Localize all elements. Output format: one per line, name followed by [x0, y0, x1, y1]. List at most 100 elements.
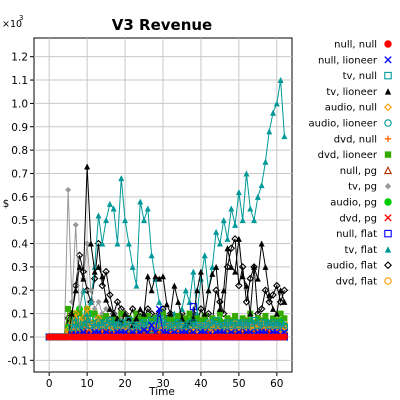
legend-item: dvd, lioneer [318, 150, 392, 161]
legend-marker [384, 71, 392, 80]
data-point [103, 312, 110, 319]
data-point [75, 326, 84, 334]
data-point [224, 315, 231, 322]
y-tick-label: 0.8 [11, 145, 28, 157]
data-point [220, 217, 227, 224]
data-point [238, 263, 247, 271]
y-tick-label: 1.2 [11, 52, 28, 64]
data-point [136, 321, 144, 329]
legend-item: null, null [334, 40, 392, 51]
legend-marker [383, 165, 393, 175]
legend-label: tv, lioneer [326, 87, 378, 98]
data-point [84, 240, 91, 247]
data-point [243, 282, 250, 289]
data-point [137, 315, 144, 322]
legend-label: tv, null [343, 71, 377, 82]
data-point [125, 240, 132, 247]
data-point [223, 319, 232, 327]
data-point [209, 270, 216, 277]
chart-title: V3 Revenue [112, 16, 212, 34]
data-point [228, 263, 235, 270]
data-point [254, 315, 261, 322]
data-point [68, 319, 76, 327]
x-tick-label: 0 [46, 378, 53, 390]
data-point [227, 321, 235, 329]
data-point [251, 263, 258, 270]
legend-marker [384, 40, 392, 48]
data-point [76, 310, 83, 317]
data-point [155, 314, 163, 322]
legend-item: audio, lioneer [309, 119, 392, 130]
legend-item: audio, flat [327, 261, 392, 272]
data-point [235, 235, 242, 242]
data-point [83, 314, 91, 322]
data-point [113, 298, 122, 306]
data-point [175, 298, 182, 305]
legend-marker [384, 56, 392, 64]
data-point [266, 291, 273, 298]
data-point [160, 273, 166, 280]
data-point [228, 317, 235, 324]
data-point [273, 310, 280, 317]
data-point [228, 205, 235, 212]
data-point [232, 312, 239, 319]
y-scale-factor: ×10 [2, 19, 22, 30]
data-point [246, 319, 254, 327]
data-point [129, 317, 136, 324]
data-point [106, 200, 113, 207]
data-point [270, 305, 277, 312]
data-point [250, 321, 258, 330]
data-point [140, 319, 148, 327]
y-tick-label: 0.2 [11, 285, 28, 297]
data-point [269, 319, 277, 327]
data-point [94, 314, 103, 323]
data-point [216, 305, 223, 312]
data-point [197, 317, 204, 324]
data-point [197, 324, 205, 332]
data-point [273, 317, 280, 324]
data-point [194, 310, 201, 317]
data-point [129, 263, 136, 270]
data-point [122, 310, 129, 317]
y-tick-label: 0.3 [11, 262, 28, 274]
data-point [163, 317, 170, 324]
legend-marker [384, 229, 392, 238]
data-point [235, 189, 242, 196]
data-point [239, 273, 246, 280]
data-point [265, 321, 273, 329]
data-point [87, 298, 94, 305]
x-tick-label: 40 [194, 378, 207, 390]
data-point [110, 310, 117, 317]
legend-marker [384, 198, 392, 206]
data-point [277, 319, 285, 327]
data-point [193, 326, 201, 334]
data-point [91, 305, 98, 312]
legend-label: audio, null [325, 103, 377, 114]
data-point [87, 287, 94, 294]
legend-label: dvd, pg [339, 213, 377, 224]
data-point [87, 240, 94, 247]
data-point [144, 205, 151, 212]
data-point [129, 321, 137, 329]
y-tick-label: 0.9 [11, 122, 28, 134]
data-point [270, 109, 277, 116]
data-point [113, 321, 122, 329]
data-point [102, 319, 110, 327]
data-point [175, 312, 182, 319]
data-point [273, 321, 281, 329]
data-point [137, 198, 144, 205]
series-line [49, 307, 285, 338]
data-point [133, 282, 140, 289]
data-point [91, 324, 99, 332]
data-point [79, 314, 88, 323]
data-point [122, 217, 129, 224]
legend-item: dvd, pg [339, 213, 392, 224]
data-point [204, 309, 213, 318]
data-point [98, 323, 107, 332]
legend-marker [384, 151, 392, 158]
x-tick-label: 10 [80, 378, 93, 390]
data-point [106, 317, 114, 325]
data-point [224, 235, 231, 242]
data-point [140, 326, 148, 334]
data-point [117, 319, 125, 327]
